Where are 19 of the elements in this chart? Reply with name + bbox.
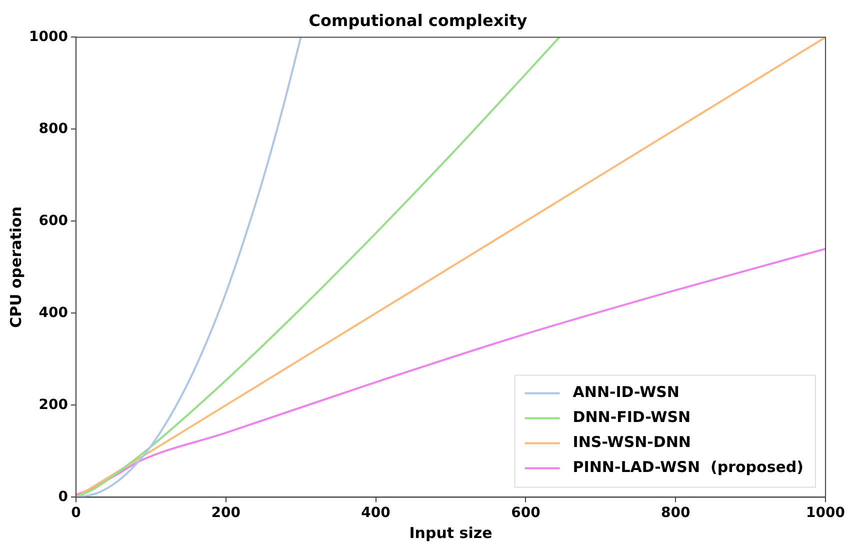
y-axis-title: CPU operation: [6, 206, 25, 328]
legend-label: DNN-FID-WSN: [572, 408, 691, 426]
legend-label: ANN-ID-WSN: [572, 383, 680, 402]
x-tick-label: 1000: [806, 505, 846, 522]
y-tick-label: 400: [38, 304, 68, 321]
x-tick-label: 0: [71, 505, 82, 522]
x-tick-label: 200: [211, 505, 241, 522]
x-tick-label: 800: [660, 505, 690, 522]
chart-title: Computional complexity: [308, 10, 528, 30]
x-axis-title: Input size: [409, 524, 492, 542]
y-tick-label: 800: [38, 120, 68, 137]
x-tick-label: 600: [511, 505, 541, 522]
y-tick-label: 600: [38, 212, 68, 229]
x-tick-label: 400: [361, 505, 391, 522]
legend-label: PINN-LAD-WSN (proposed): [572, 458, 804, 476]
legend-label: INS-WSN-DNN: [572, 433, 691, 452]
y-tick-label: 0: [58, 488, 68, 505]
y-tick-label: 1000: [28, 28, 68, 45]
y-tick-label: 200: [38, 396, 68, 413]
